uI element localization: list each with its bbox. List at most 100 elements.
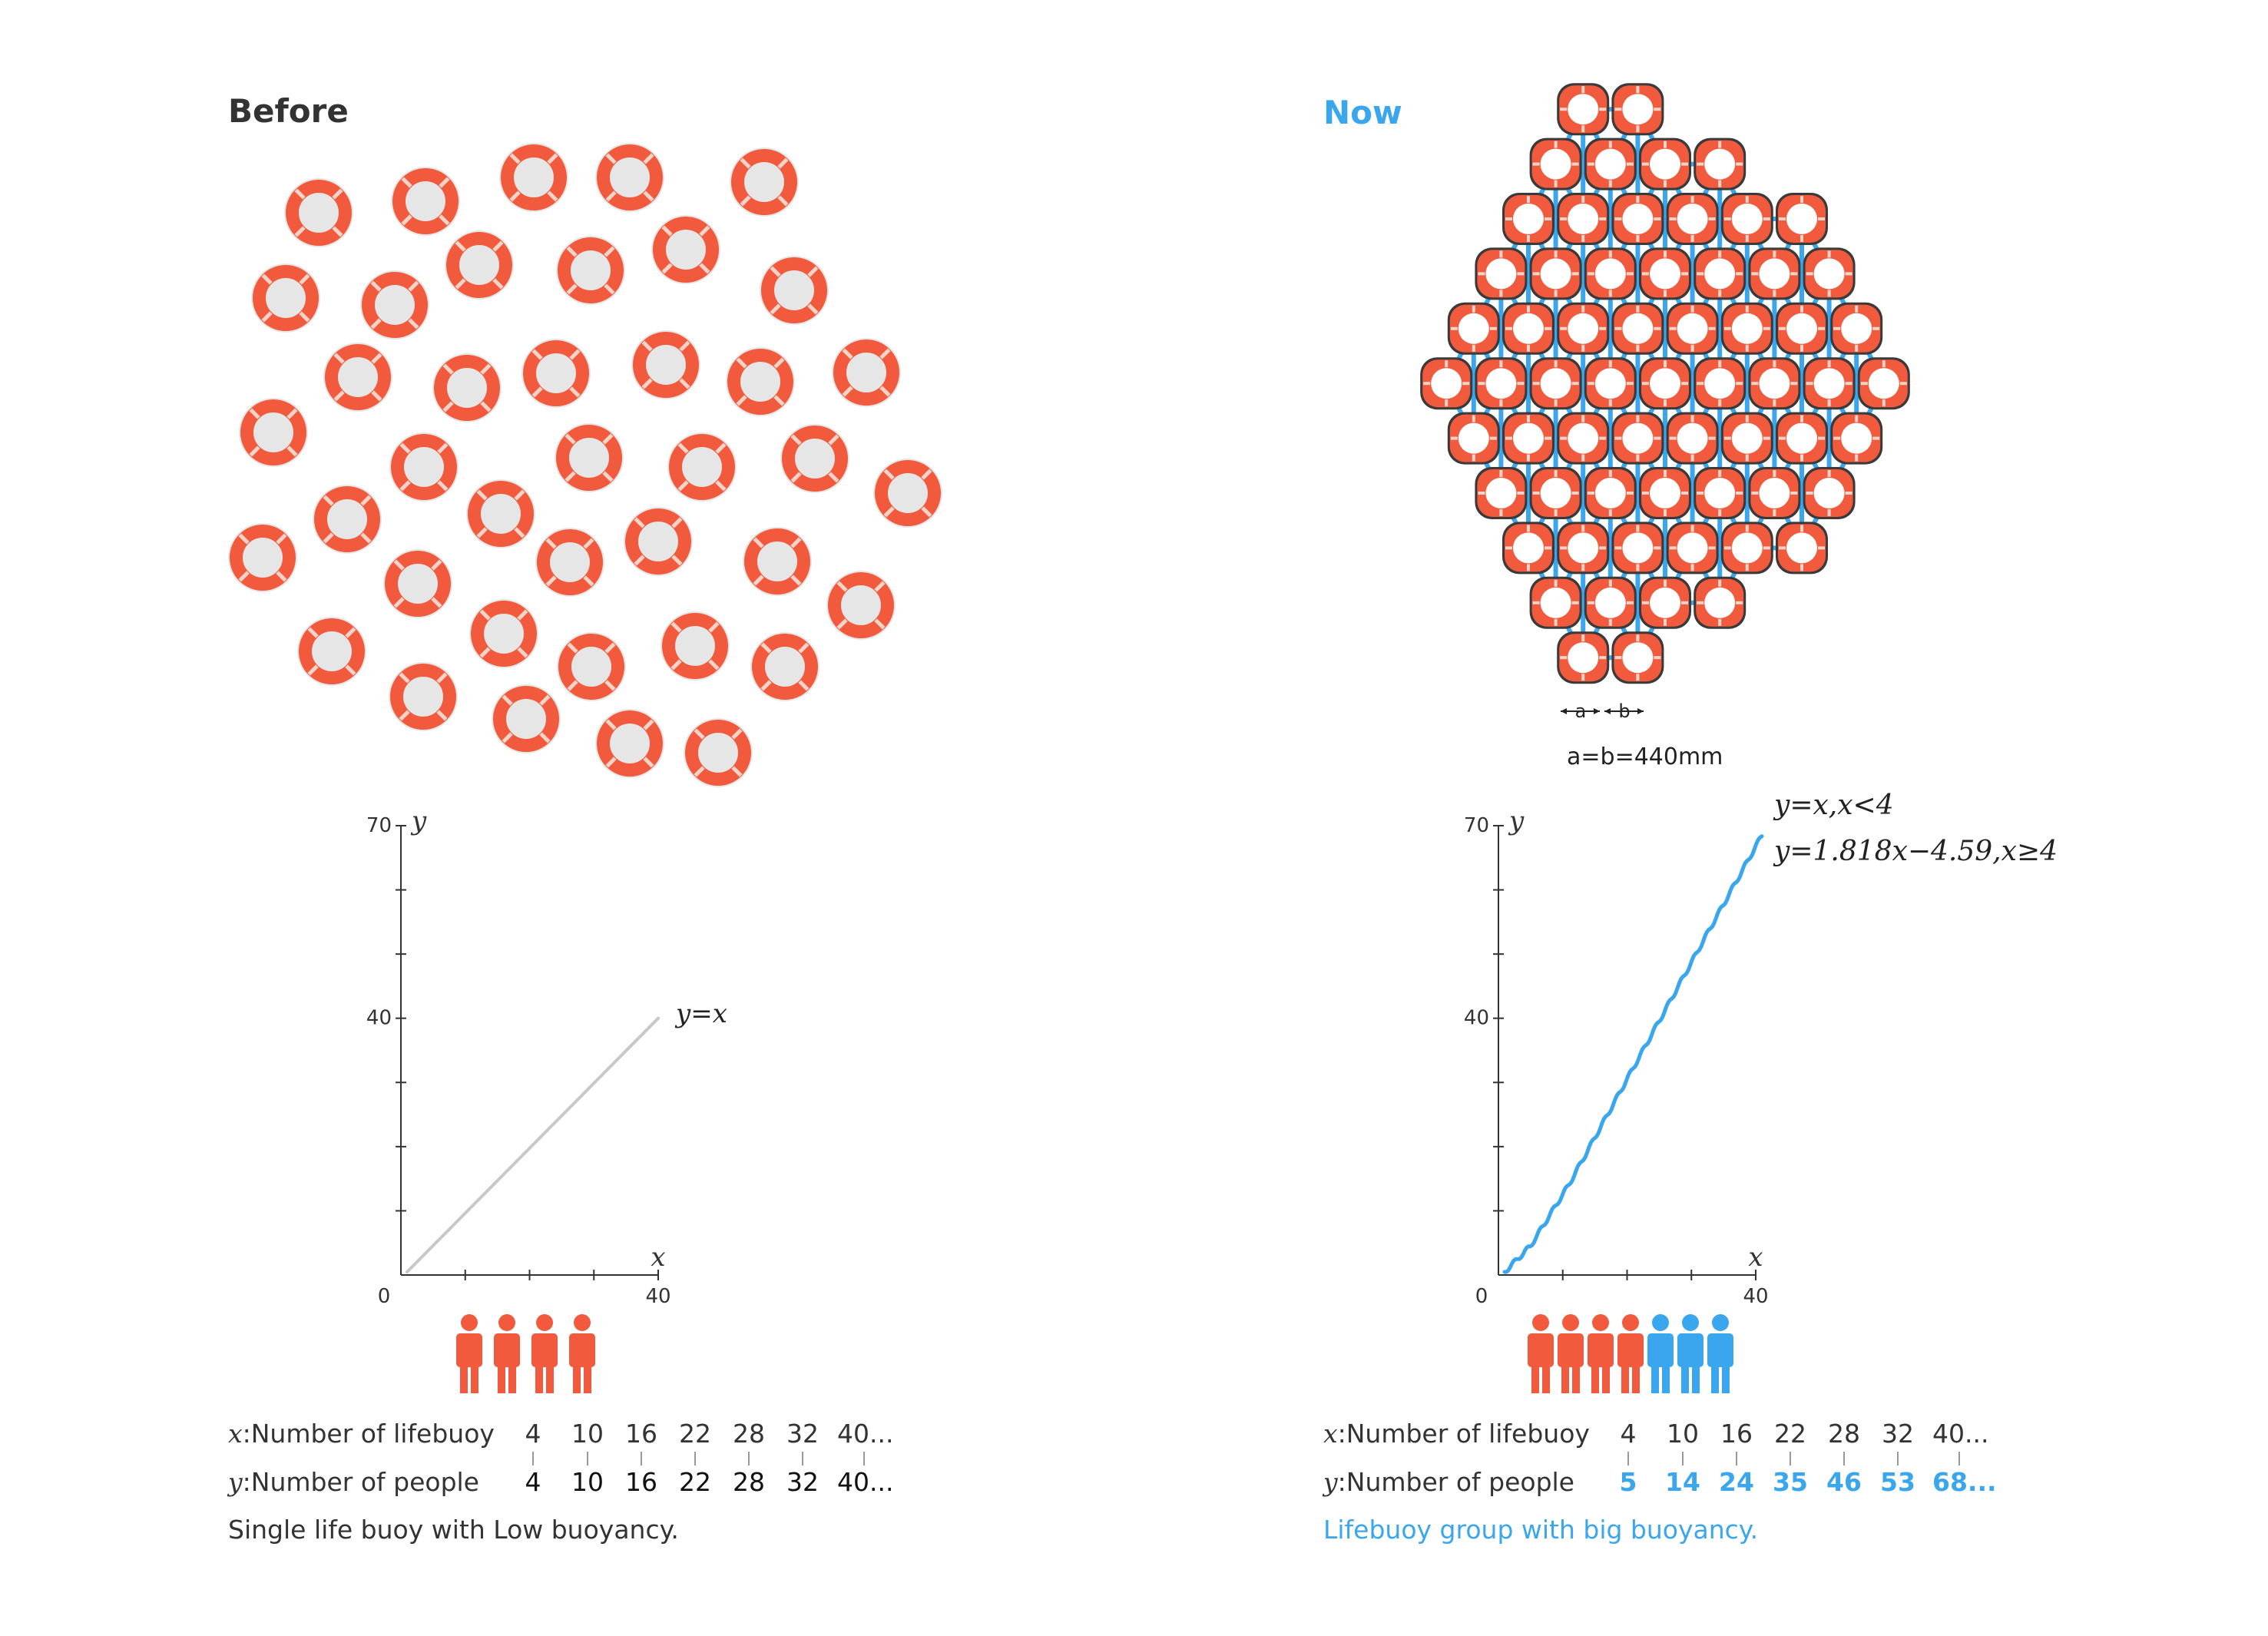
lifebuoy-ring-icon	[251, 263, 320, 333]
lifebuoy-ring-icon	[760, 256, 829, 325]
lifebuoy-ring-icon	[432, 353, 502, 422]
x-value-cell: 22	[679, 1419, 711, 1449]
before-chart: 70 y 40 0 40 x	[366, 806, 671, 1308]
lifebuoy-square-icon	[1666, 193, 1719, 245]
lifebuoy-ring-icon	[730, 147, 799, 217]
data-series-line	[1502, 834, 1764, 1274]
before-y-label: y:Number of people	[228, 1467, 479, 1497]
x-value-cell: 16	[625, 1419, 657, 1449]
x-value-cell: 40...	[1932, 1419, 1989, 1449]
x-value-cell: 22	[1774, 1419, 1806, 1449]
before-formula: y=x	[676, 998, 727, 1029]
before-people-icons	[456, 1314, 595, 1393]
lifebuoy-square-icon	[1611, 522, 1664, 575]
lifebuoy-ring-icon	[313, 485, 382, 554]
x-value-cell: 28	[1828, 1419, 1860, 1449]
x-tick-label: 40	[645, 1285, 670, 1308]
data-series-line	[406, 1016, 660, 1273]
lifebuoy-ring-icon	[228, 523, 297, 592]
lifebuoy-ring-icon	[323, 343, 392, 412]
lifebuoy-square-icon	[1694, 247, 1747, 300]
dimension-caption: a=b=440mm	[1567, 743, 1723, 770]
lifebuoy-square-icon	[1639, 137, 1691, 190]
lifebuoy-square-icon	[1447, 412, 1500, 465]
lifebuoy-ring-icon	[750, 632, 819, 701]
y-value-cell: 40...	[837, 1467, 894, 1497]
lifebuoy-square-icon	[1557, 631, 1610, 684]
now-x-var: x	[1323, 1419, 1338, 1449]
person-icon	[531, 1314, 558, 1393]
now-chart: 70 y 40 0 40 x	[1464, 806, 1769, 1308]
lifebuoy-square-icon	[1720, 522, 1773, 575]
dimension-b-arrow	[1604, 708, 1644, 714]
dimension-b-label: b	[1618, 700, 1630, 722]
lifebuoy-square-icon	[1584, 137, 1637, 190]
lifebuoy-ring-icon	[389, 432, 459, 502]
lifebuoy-ring-icon	[469, 599, 538, 668]
lifebuoy-ring-icon	[499, 143, 568, 212]
lifebuoy-ring-icon	[535, 528, 604, 597]
table-connectors	[532, 1452, 1960, 1465]
lifebuoy-ring-icon	[360, 270, 429, 339]
lifebuoy-square-icon	[1748, 247, 1801, 300]
x-axis-label: x	[1748, 1242, 1763, 1273]
lifebuoy-ring-icon	[466, 479, 535, 548]
now-lifebuoy-group	[1420, 83, 1910, 684]
lifebuoy-square-icon	[1502, 302, 1554, 355]
y-value-cell: 16	[625, 1467, 657, 1497]
y-value-cell: 5	[1619, 1467, 1637, 1497]
lifebuoy-square-icon	[1639, 357, 1691, 410]
lifebuoy-square-icon	[1475, 467, 1528, 519]
lifebuoy-square-icon	[1611, 412, 1664, 465]
y-value-cell: 4	[525, 1467, 541, 1497]
person-icon	[1588, 1314, 1614, 1393]
before-x-label: x:Number of lifebuoy	[228, 1419, 495, 1449]
lifebuoy-square-icon	[1639, 247, 1691, 300]
lifebuoy-square-icon	[1776, 412, 1828, 465]
x-value-cell: 4	[525, 1419, 541, 1449]
lifebuoy-square-icon	[1666, 302, 1719, 355]
lifebuoy-ring-icon	[556, 236, 625, 305]
lifebuoy-square-icon	[1830, 302, 1883, 355]
now-formula-line1: y=x,x<4	[1774, 790, 1894, 821]
lifebuoy-square-icon	[1803, 357, 1856, 410]
now-formula-line2: y=1.818x−4.59,x≥4	[1774, 836, 2058, 867]
lifebuoy-square-icon	[1611, 193, 1664, 245]
x-value-cell: 32	[1882, 1419, 1914, 1449]
lifebuoy-square-icon	[1529, 576, 1582, 629]
person-icon	[1707, 1314, 1733, 1393]
now-title: Now	[1323, 94, 1402, 131]
lifebuoy-square-icon	[1502, 522, 1554, 575]
lifebuoy-square-icon	[1529, 357, 1582, 410]
lifebuoy-ring-icon	[297, 617, 366, 686]
y-value-cell: 14	[1665, 1467, 1700, 1497]
lifebuoy-square-icon	[1694, 576, 1747, 629]
lifebuoy-ring-icon	[743, 527, 812, 596]
person-icon	[1647, 1314, 1674, 1393]
before-x-label-text: :Number of lifebuoy	[242, 1419, 495, 1449]
lifebuoy-ring-icon	[826, 571, 896, 640]
before-caption: Single life buoy with Low buoyancy.	[228, 1515, 679, 1545]
lifebuoy-ring-icon	[661, 611, 730, 681]
lifebuoy-square-icon	[1502, 193, 1554, 245]
lifebuoy-square-icon	[1557, 302, 1610, 355]
y-tick-label: 40	[1464, 1007, 1489, 1030]
lifebuoy-ring-icon	[667, 432, 737, 502]
lifebuoy-square-icon	[1666, 412, 1719, 465]
lifebuoy-square-icon	[1666, 522, 1719, 575]
x-value-cell: 10	[571, 1419, 604, 1449]
person-icon	[1558, 1314, 1584, 1393]
lifebuoy-square-icon	[1447, 302, 1500, 355]
lifebuoy-square-icon	[1557, 412, 1610, 465]
lifebuoy-ring-icon	[391, 167, 460, 236]
lifebuoy-square-icon	[1776, 522, 1828, 575]
lifebuoy-square-icon	[1557, 522, 1610, 575]
before-x-var: x	[228, 1419, 243, 1449]
lifebuoy-square-icon	[1529, 137, 1582, 190]
lifebuoy-square-icon	[1694, 467, 1747, 519]
lifebuoy-square-icon	[1584, 247, 1637, 300]
y-tick-label: 40	[366, 1007, 392, 1030]
y-axis-label: y	[410, 806, 427, 836]
lifebuoy-ring-icon	[521, 339, 591, 408]
